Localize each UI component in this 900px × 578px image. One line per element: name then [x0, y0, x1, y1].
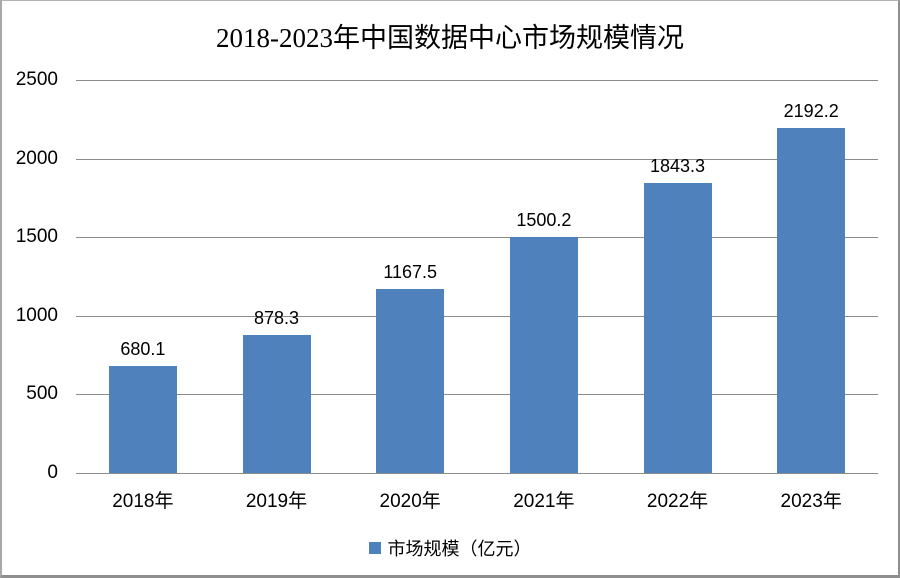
bar-value-label: 2192.2	[783, 101, 839, 122]
x-axis-label: 2023年	[780, 491, 842, 512]
y-axis-tick-label: 500	[26, 383, 58, 405]
bar-value-label: 878.3	[253, 307, 300, 328]
bar-column: 1843.3	[611, 80, 745, 473]
x-axis-label: 2021年	[513, 491, 575, 512]
y-axis-tick-label: 2000	[15, 147, 58, 169]
gridline	[76, 158, 878, 160]
y-axis-tick-label: 0	[47, 462, 58, 483]
bar	[108, 366, 177, 473]
bar-value-label: 1843.3	[649, 156, 706, 177]
gridline	[76, 237, 878, 239]
y-axis-tick-label: 1500	[15, 226, 58, 248]
bar-column: 878.3	[210, 80, 344, 473]
bar-column: 1167.5	[343, 80, 477, 473]
legend-label: 市场规模（亿元）	[387, 539, 532, 559]
x-axis-label: 2022年	[646, 491, 709, 512]
gridline	[76, 394, 878, 396]
bar-series: 680.1 878.3 1167.5 1500.2 1843.3 2192.2	[76, 80, 878, 473]
chart-title: 2018-2023年中国数据中心市场规模情况	[216, 23, 684, 53]
bar	[643, 183, 712, 473]
legend: 市场规模（亿元）	[2, 535, 898, 561]
x-axis-label: 2019年	[245, 491, 308, 512]
gridline	[76, 315, 878, 317]
bar-value-label: 1500.2	[516, 210, 572, 231]
y-axis-tick-label: 2500	[15, 69, 58, 90]
y-axis: 0 500 1000 1500 2000 2500	[6, 69, 66, 483]
bar	[376, 289, 445, 473]
x-axis-label: 2020年	[379, 491, 441, 512]
y-axis-tick-label: 1000	[15, 304, 58, 326]
x-axis: 2018年 2019年 2020年 2021年 2022年 2023年	[76, 473, 878, 513]
bar	[509, 237, 578, 473]
bar-column: 680.1	[76, 80, 210, 473]
bar	[242, 334, 311, 473]
bar-column: 1500.2	[477, 80, 611, 473]
bar-value-label: 1167.5	[383, 262, 438, 283]
plot-area: 0 500 1000 1500 2000 2500 680.1 878.3 1167.5 150…	[16, 69, 878, 512]
gridline	[76, 80, 878, 81]
bar	[777, 128, 846, 473]
x-axis-label: 2018年	[112, 491, 174, 512]
legend-swatch-icon	[368, 542, 381, 554]
bar-value-label: 680.1	[120, 339, 166, 360]
bar-column: 2192.2	[744, 80, 878, 473]
